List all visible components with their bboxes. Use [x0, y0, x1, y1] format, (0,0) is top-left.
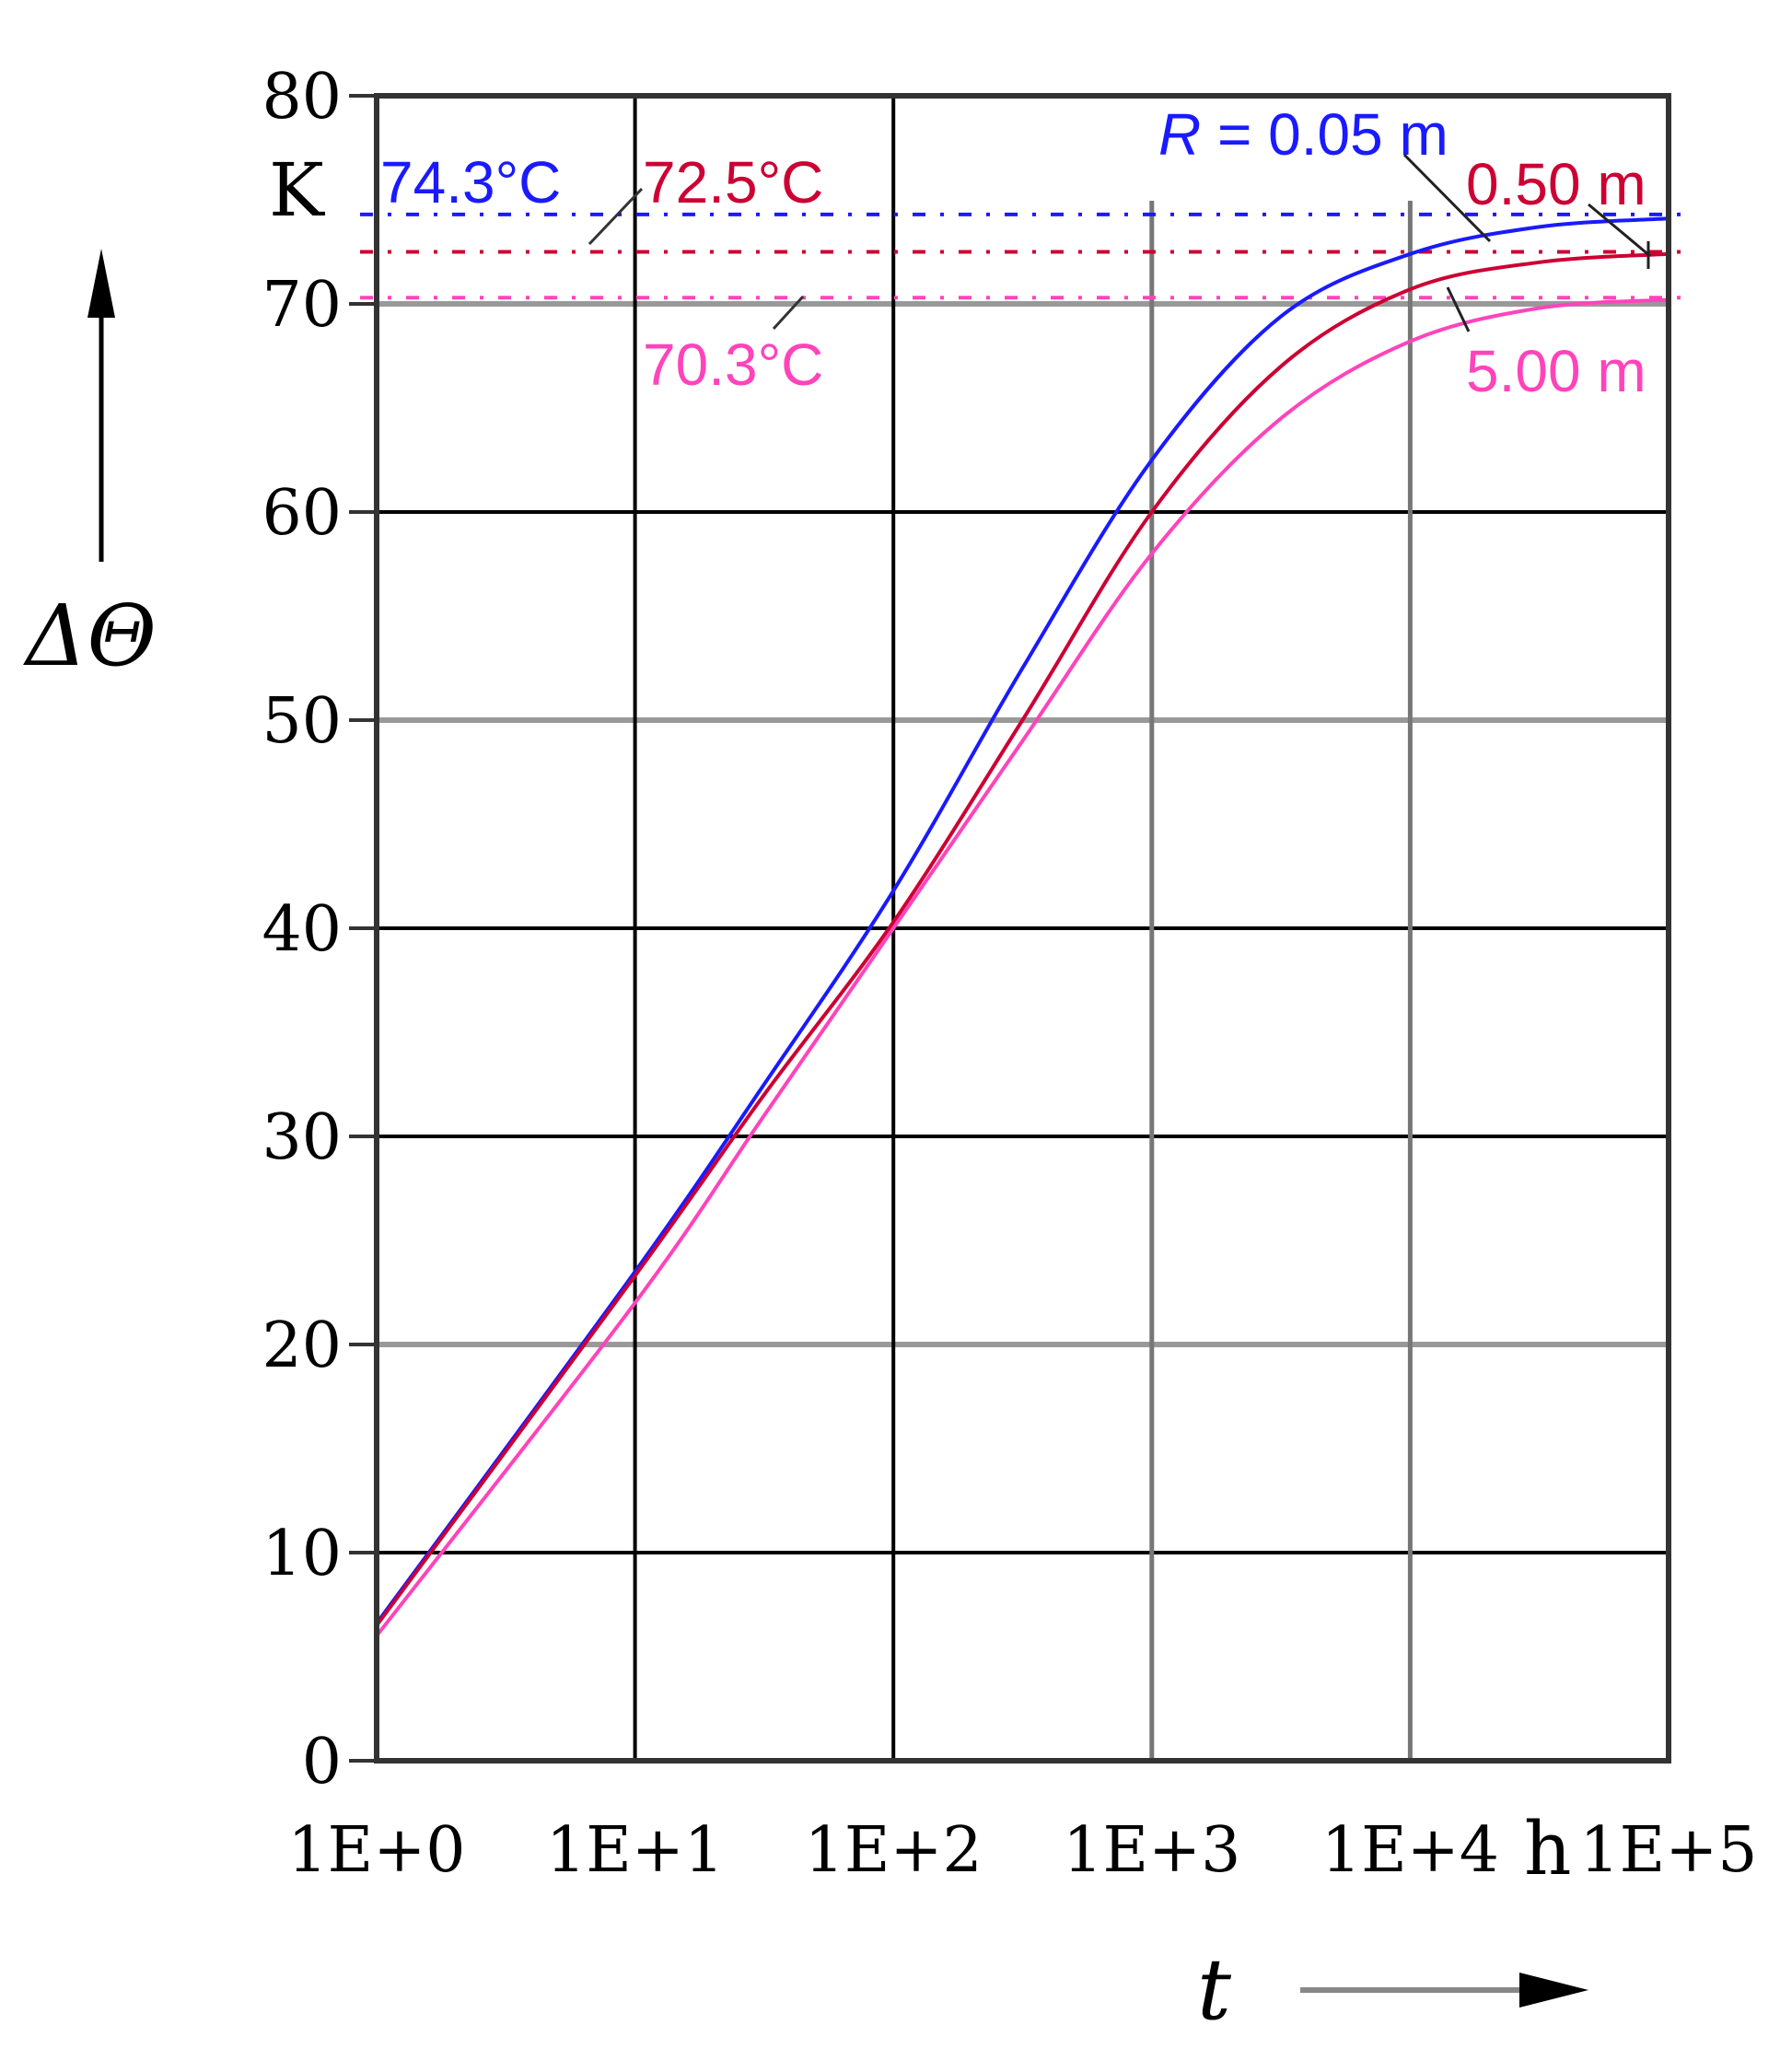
x-tick-label: 1E+4	[1321, 1814, 1499, 1887]
y-tick-label: 70	[262, 269, 342, 342]
series-label-pink: 5.00 m	[1466, 338, 1646, 404]
y-tick-label: 10	[262, 1518, 342, 1590]
x-tick-label: 1E+0	[287, 1814, 465, 1887]
asymptote-label-pink: 70.3°C	[643, 332, 823, 398]
y-tick-label: 40	[262, 893, 342, 966]
asymptote-leader-bottom	[772, 295, 805, 331]
data-curves	[375, 216, 1669, 1637]
x-unit-label: h	[1524, 1806, 1572, 1892]
plot-frame	[374, 93, 1671, 1764]
y-tick-label: 20	[262, 1310, 342, 1382]
series-line	[375, 216, 1669, 1624]
x-arrow-head	[1519, 1973, 1588, 2008]
y-arrow-head	[87, 249, 115, 318]
series-line	[375, 251, 1669, 1627]
series-leader-blue	[1402, 153, 1492, 243]
series-label-blue: R = 0.05 m	[1158, 101, 1448, 168]
series-line	[375, 297, 1669, 1637]
y-unit-label: K	[269, 147, 325, 233]
x-tick-labels: 1E+0 1E+1 1E+2 1E+3 1E+4 1E+5	[287, 1814, 1757, 1887]
x-tick-label: 1E+5	[1579, 1814, 1757, 1887]
y-axis-symbol: ΔΘ	[23, 587, 157, 685]
asymptote-leader-left	[588, 187, 644, 246]
y-tick-labels: 0 10 20 30 40 50 60 70 80	[262, 61, 342, 1798]
series-label-red: 0.50 m	[1466, 151, 1646, 217]
x-tick-label: 1E+1	[546, 1814, 724, 1887]
asymptote-lines	[360, 212, 1694, 300]
x-tick-label: 1E+3	[1063, 1814, 1240, 1887]
y-tick-label: 50	[262, 685, 342, 758]
series-leader-pink	[1446, 286, 1471, 332]
y-tick-label: 0	[302, 1726, 342, 1798]
asymptote-label-blue: 74.3°C	[380, 149, 561, 215]
series-leader-red	[1588, 203, 1651, 258]
y-tick-label: 60	[262, 477, 342, 550]
x-tick-label: 1E+2	[805, 1814, 983, 1887]
x-axis-symbol: t	[1197, 1940, 1232, 2039]
y-tick-label: 30	[262, 1101, 342, 1174]
asymptote-label-red: 72.5°C	[643, 149, 823, 215]
y-tick-label: 80	[262, 61, 342, 134]
